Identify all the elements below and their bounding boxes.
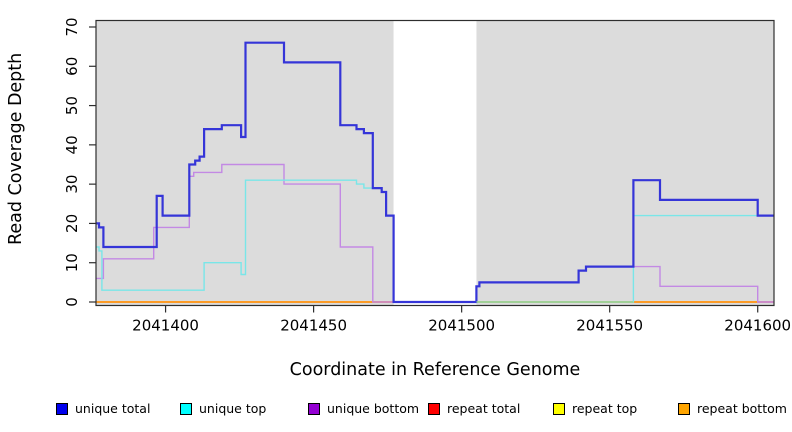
x-axis-tick-label: 2041450 [280,317,347,335]
coverage-chart: 2041400 2041450 2041500 2041550 2041600 0 10 20… [63,17,791,335]
series-unique-total [96,41,774,304]
legend-swatch [428,402,440,415]
y-axis-tick-label: 30 [63,175,81,194]
legend-item-repeat-top: repeat top [553,401,637,416]
legend-swatch [56,402,68,415]
y-axis-tick-label: 0 [63,297,81,307]
plot-border [95,19,775,307]
y-axis-tick-label: 20 [63,214,81,233]
y-axis-tick-label: 40 [63,135,81,154]
y-axis-tick-label: 70 [63,17,81,36]
legend-item-repeat-bottom: repeat bottom [678,401,787,416]
legend-swatch [180,402,192,415]
y-axis-title: Read Coverage Depth [6,52,26,245]
y-axis-tick-label: 50 [63,96,81,115]
x-axis-title: Coordinate in Reference Genome [289,360,581,380]
y-axis-tick-label: 10 [63,253,81,272]
legend-item-unique-total: unique total [56,401,150,416]
x-axis-tick-label: 2041600 [724,317,791,335]
legend-label: repeat bottom [697,401,787,416]
legend-swatch [678,402,690,415]
x-axis-tick-label: 2041500 [428,317,495,335]
legend-swatch [553,402,565,415]
legend-swatch [308,402,320,415]
x-axis-tick-label: 2041400 [132,317,199,335]
legend-label: unique total [75,401,151,416]
legend-label: unique top [199,401,267,416]
legend-item-repeat-total: repeat total [428,401,520,416]
legend-label: repeat total [447,401,521,416]
legend-label: unique bottom [327,401,420,416]
y-axis-tick-label: 60 [63,57,81,76]
legend-label: repeat top [572,401,638,416]
legend-item-unique-top: unique top [180,401,266,416]
x-axis-tick-label: 2041550 [576,317,643,335]
legend-item-unique-bottom: unique bottom [308,401,419,416]
shaded-region [476,20,774,306]
